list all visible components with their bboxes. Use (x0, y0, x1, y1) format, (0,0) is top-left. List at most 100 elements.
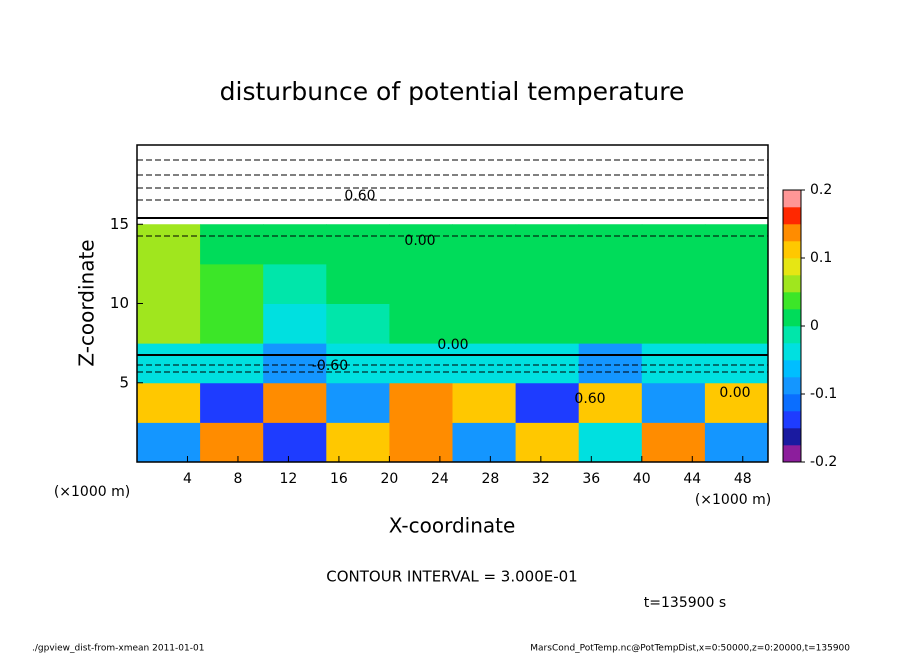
y-tick-label: 10 (110, 294, 129, 312)
colorbar-swatch (783, 275, 801, 293)
heat-cell (515, 422, 580, 463)
heat-cell (389, 343, 453, 384)
heat-cell (641, 224, 706, 265)
heat-cell (326, 263, 390, 304)
heat-cell (704, 224, 769, 265)
y-unit: (×1000 m) (54, 484, 130, 500)
heat-cell (389, 263, 453, 304)
heat-cell (326, 224, 390, 265)
heat-cell (641, 303, 706, 344)
colorbar-swatch (783, 428, 801, 446)
colorbar-swatch (783, 207, 801, 225)
heat-cell (578, 343, 643, 384)
x-tick-label: 8 (233, 471, 242, 487)
contour-label: 0.00 (437, 337, 468, 353)
colorbar-swatch (783, 411, 801, 429)
heat-cell (137, 422, 201, 463)
x-axis-label: X-coordinate (389, 514, 516, 538)
heat-cell (200, 422, 264, 463)
y-tick-label: 5 (119, 373, 129, 391)
heat-cell (578, 382, 643, 423)
heat-cell (515, 343, 580, 384)
heat-cell (704, 343, 769, 384)
contour-label: 0.00 (719, 385, 750, 401)
colorbar-swatch (783, 309, 801, 327)
x-tick-label: 36 (582, 471, 600, 487)
heat-cell (389, 422, 453, 463)
heat-cell (200, 343, 264, 384)
colorbar-swatch (783, 343, 801, 361)
heat-cell (137, 382, 201, 423)
heat-cell (578, 422, 643, 463)
heat-cell (263, 343, 327, 384)
x-tick-label: 28 (481, 471, 499, 487)
heat-cell (452, 382, 517, 423)
heat-cell (263, 382, 327, 423)
heat-cell (326, 343, 390, 384)
heat-cell (578, 263, 643, 304)
heat-cell (137, 303, 201, 344)
heat-cell (137, 263, 201, 304)
heat-cell (641, 263, 706, 304)
heat-cell (452, 263, 517, 304)
heat-cell (704, 263, 769, 304)
colorbar-tick-label: 0.2 (810, 182, 832, 198)
heat-cell (452, 343, 517, 384)
heat-cell (641, 422, 706, 463)
x-tick-label: 44 (683, 471, 701, 487)
heat-cell (263, 224, 327, 265)
time-label: t=135900 s (644, 595, 726, 611)
heat-cell (326, 382, 390, 423)
heat-cell (704, 382, 769, 423)
heat-cell (515, 382, 580, 423)
heat-cell (326, 303, 390, 344)
heat-cell (515, 303, 580, 344)
heat-cell (389, 303, 453, 344)
x-tick-label: 24 (431, 471, 449, 487)
footer-right: MarsCond_PotTemp.nc@PotTempDist,x=0:5000… (530, 644, 850, 654)
contour-label: 0.60 (574, 391, 605, 407)
heat-cell (578, 224, 643, 265)
heat-cell (389, 382, 453, 423)
y-axis-label: Z-coordinate (75, 239, 99, 366)
heat-cell (578, 303, 643, 344)
colorbar-swatch (783, 258, 801, 276)
contour-label: 0.00 (404, 233, 435, 249)
colorbar-swatch (783, 224, 801, 242)
heat-cell (452, 303, 517, 344)
x-tick-label: 4 (183, 471, 192, 487)
heat-cell (326, 422, 390, 463)
colorbar-swatch (783, 360, 801, 378)
x-tick-label: 16 (330, 471, 348, 487)
colorbar-swatch (783, 292, 801, 310)
colorbar-swatch (783, 445, 801, 463)
colorbar-tick-label: -0.1 (810, 386, 837, 402)
contour-interval: CONTOUR INTERVAL = 3.000E-01 (326, 568, 577, 586)
x-tick-label: 40 (633, 471, 651, 487)
heat-cell (515, 224, 580, 265)
heat-cell (641, 382, 706, 423)
colorbar-tick-label: -0.2 (810, 454, 837, 470)
heat-cell (515, 263, 580, 304)
colorbar-tick-label: 0 (810, 318, 819, 334)
x-tick-label: 20 (380, 471, 398, 487)
heat-cell (263, 422, 327, 463)
contour-label: -0.60 (312, 358, 348, 374)
heat-cell (200, 382, 264, 423)
heat-cell (452, 422, 517, 463)
heat-cell (704, 422, 769, 463)
colorbar-tick-label: 0.1 (810, 250, 832, 266)
heat-cell (263, 303, 327, 344)
heat-cell (137, 343, 201, 384)
colorbar-swatch (783, 326, 801, 344)
colorbar-swatch (783, 190, 801, 208)
x-tick-label: 32 (532, 471, 550, 487)
y-tick-label: 15 (110, 215, 129, 233)
contour-label: 0.60 (344, 188, 375, 204)
heat-cell (200, 224, 264, 265)
chart-title: disturbunce of potential temperature (220, 77, 685, 106)
footer-left: ./gpview_dist-from-xmean 2011-01-01 (32, 644, 204, 654)
colorbar-swatch (783, 377, 801, 395)
heat-cell (137, 224, 201, 265)
